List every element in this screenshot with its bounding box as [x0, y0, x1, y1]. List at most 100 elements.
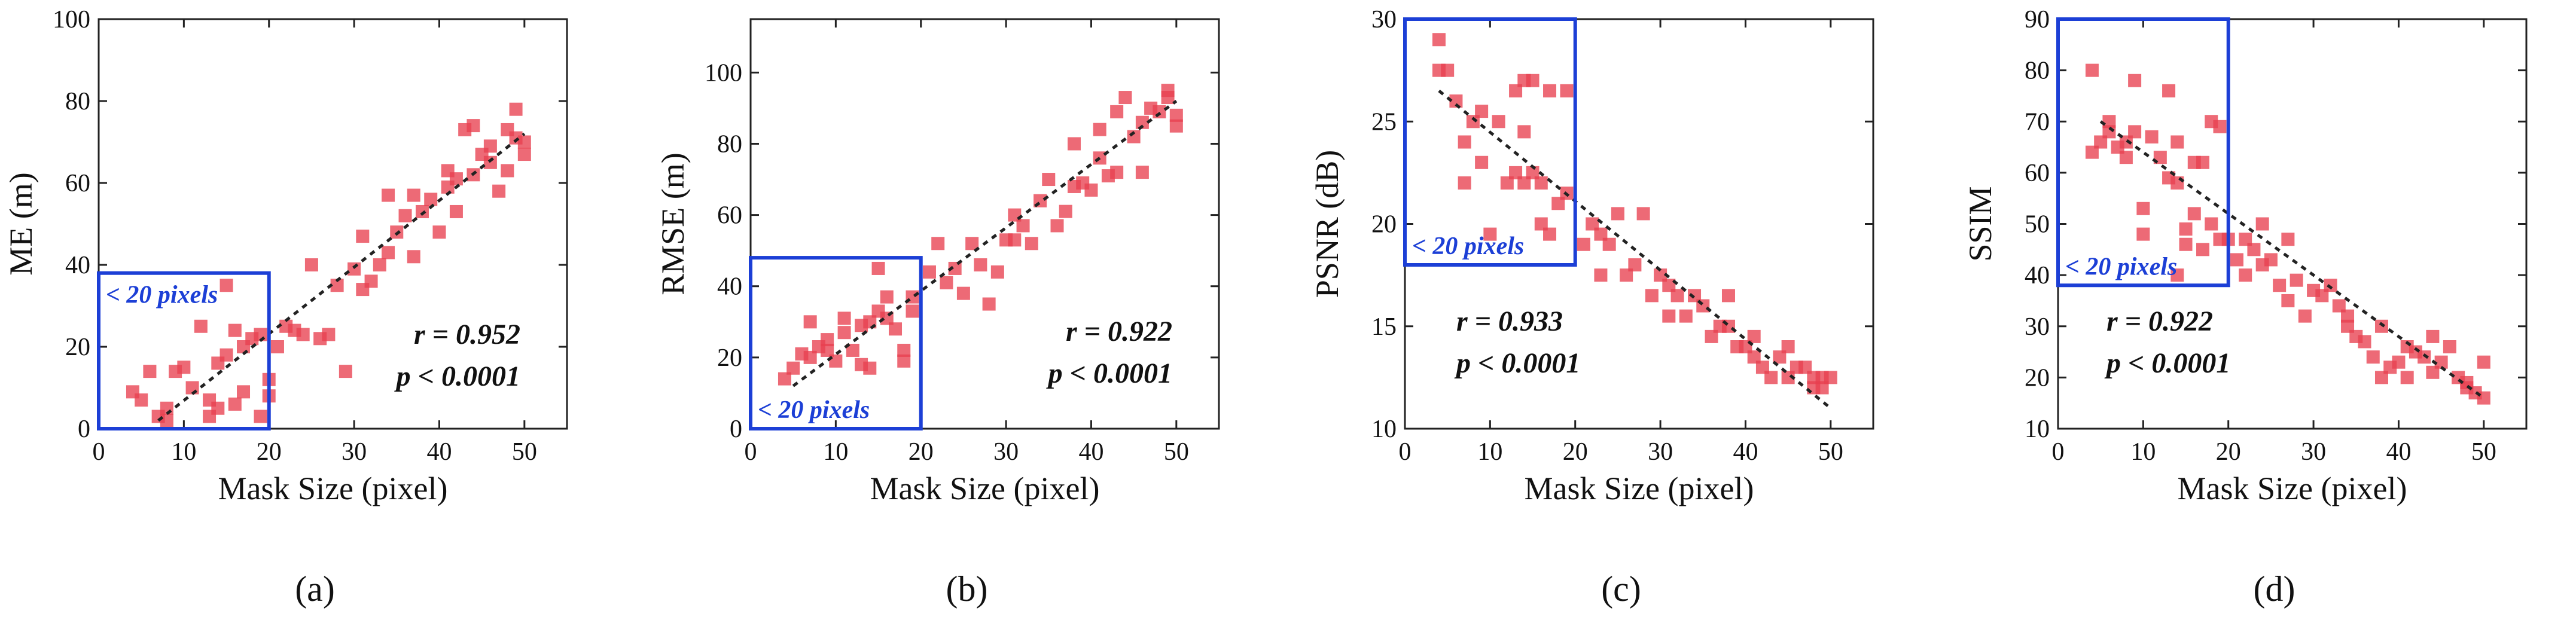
data-point [1586, 217, 1599, 231]
data-point [1050, 219, 1064, 233]
data-point [2358, 335, 2371, 349]
y-tick-label: 60 [2025, 160, 2050, 187]
data-point [2205, 217, 2218, 231]
data-point [2213, 120, 2227, 133]
data-point [1135, 115, 1149, 129]
data-point [1475, 105, 1489, 118]
inset-box [1403, 17, 1577, 267]
y-tick-label: 40 [2025, 262, 2050, 289]
data-point [449, 172, 463, 186]
data-point [906, 304, 919, 318]
data-point [1611, 207, 1624, 221]
x-tick-label: 50 [512, 438, 537, 466]
data-point [948, 261, 962, 275]
data-point [254, 410, 267, 423]
data-point [1025, 237, 1038, 251]
data-point [322, 328, 336, 341]
y-tick-label: 0 [78, 416, 90, 443]
data-point [228, 397, 242, 411]
data-point [517, 135, 531, 149]
x-axis-label: Mask Size (pixel) [870, 471, 1100, 506]
x-tick-label: 40 [2386, 438, 2411, 466]
x-tick-label: 20 [909, 438, 934, 466]
inset-label: < 20 pixels [1412, 233, 1524, 260]
x-tick-label: 10 [823, 438, 848, 466]
data-point [2196, 155, 2210, 169]
data-point [1773, 350, 1787, 364]
p-value: p < 0.0001 [394, 361, 520, 392]
data-point [974, 258, 987, 271]
data-point [1169, 119, 1183, 133]
data-point [1492, 115, 1505, 129]
y-tick-label: 40 [717, 273, 742, 301]
x-tick-label: 40 [426, 438, 452, 466]
data-point [1543, 84, 1557, 97]
data-point [1662, 309, 1676, 323]
trend-line [792, 99, 1178, 387]
trend-line [2099, 120, 2485, 399]
inset-label: < 20 pixels [758, 396, 870, 424]
x-tick-label: 10 [1477, 438, 1502, 466]
data-point [2136, 227, 2150, 241]
data-point [1560, 84, 1574, 97]
data-point [2239, 268, 2252, 282]
data-point [2426, 365, 2440, 379]
data-point [2085, 63, 2099, 77]
plot-frame [749, 18, 1220, 430]
data-point [1824, 371, 1837, 384]
data-point [1059, 204, 1072, 218]
data-point [1705, 329, 1718, 343]
y-tick-label: 80 [2025, 57, 2050, 85]
y-tick-label: 60 [717, 202, 742, 230]
data-point [2324, 279, 2337, 292]
data-point [2374, 319, 2388, 333]
x-tick-label: 20 [1563, 438, 1588, 466]
y-tick-label: 0 [730, 416, 742, 443]
data-point [889, 322, 903, 336]
data-point [1067, 137, 1081, 151]
data-point [2298, 309, 2312, 323]
data-point [2247, 243, 2261, 256]
data-point [356, 230, 370, 243]
data-point [449, 204, 463, 218]
data-point [424, 193, 438, 206]
data-point [2187, 207, 2201, 221]
x-tick-label: 50 [2471, 438, 2496, 466]
x-tick-label: 40 [1078, 438, 1103, 466]
data-point [863, 361, 877, 375]
data-point [2290, 273, 2303, 287]
plot-frame [97, 18, 568, 430]
data-point [1721, 289, 1735, 303]
r-value: r = 0.922 [1066, 316, 1172, 347]
chart-panel-b: 0 10 20 30 40 50 0 20 40 60 80 100 Mask Size (pixel)… [655, 18, 1220, 609]
y-axis-label: ME (m) [3, 172, 39, 275]
data-point [2179, 237, 2193, 251]
data-point [382, 246, 395, 259]
y-axis-label: RMSE (m) [655, 152, 691, 295]
data-point [143, 365, 157, 378]
x-tick-label: 10 [171, 438, 196, 466]
data-point [2119, 151, 2133, 164]
data-point [2179, 222, 2193, 236]
data-point [270, 340, 284, 353]
data-point [2374, 371, 2388, 384]
data-point [2094, 135, 2108, 149]
data-point [1135, 166, 1149, 179]
p-value: p < 0.0001 [1046, 358, 1172, 389]
data-point [432, 225, 446, 239]
x-tick-label: 30 [993, 438, 1019, 466]
data-point [1500, 176, 1514, 190]
data-point [237, 385, 251, 399]
data-point [1815, 381, 1829, 395]
data-point [1662, 279, 1676, 292]
data-point [483, 155, 497, 169]
data-point [922, 265, 936, 279]
y-tick-label: 90 [2025, 6, 2050, 33]
y-tick-label: 15 [1371, 313, 1397, 341]
y-tick-label: 50 [2025, 211, 2050, 239]
data-point [1449, 94, 1463, 108]
data-point [1543, 227, 1557, 241]
data-point [837, 312, 851, 325]
